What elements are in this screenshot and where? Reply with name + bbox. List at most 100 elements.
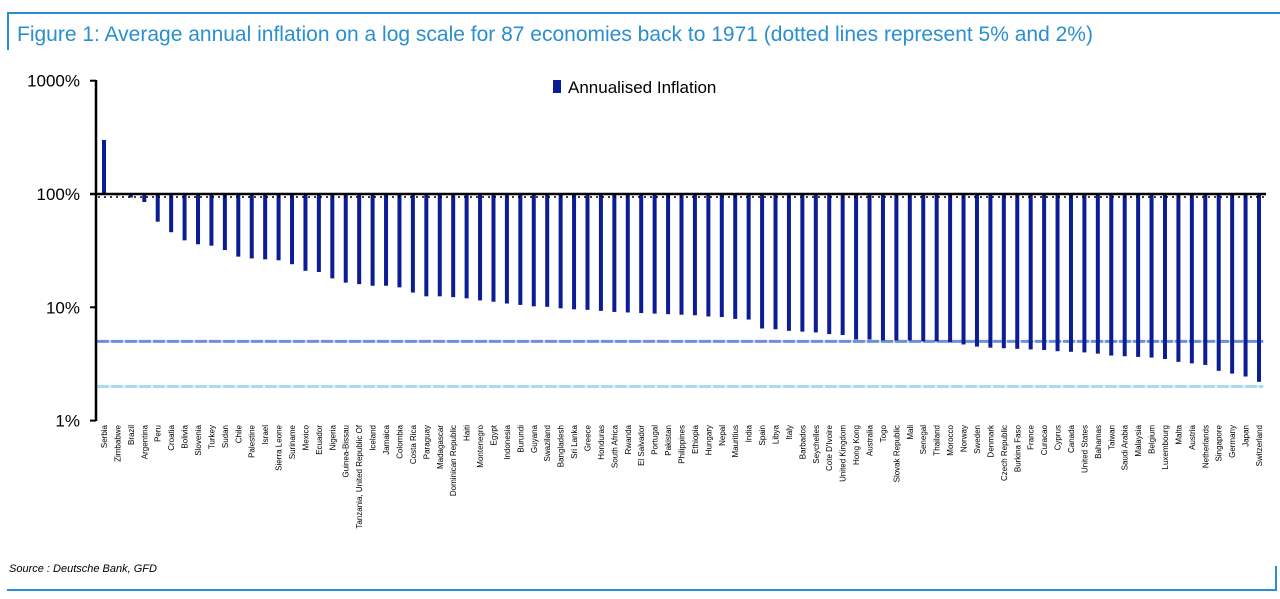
x-tick-label: Pakistan (664, 425, 673, 456)
x-tick-label: Saudi Arabia (1121, 424, 1130, 470)
bar (692, 194, 697, 316)
bar (531, 194, 536, 307)
bar (813, 194, 818, 333)
bar (410, 194, 415, 293)
bar (464, 194, 469, 299)
bar (706, 194, 711, 317)
bar (128, 194, 133, 198)
x-tick-label: Mauritius (731, 425, 740, 457)
y-tick-label: 10% (46, 298, 80, 317)
bar (773, 194, 778, 330)
bar (370, 194, 375, 286)
x-tick-label: Bangladesh (557, 425, 566, 467)
bar (1216, 194, 1221, 371)
x-tick-label: Rwanda (624, 424, 633, 454)
x-tick-label: Burundi (516, 425, 525, 453)
bar (1055, 194, 1060, 352)
bar (424, 194, 429, 297)
legend-label: Annualised Inflation (568, 78, 716, 97)
x-tick-label: Croatia (167, 424, 176, 450)
bar (1149, 194, 1154, 358)
x-tick-label: Slovenia (194, 424, 203, 455)
bar (169, 194, 174, 233)
x-tick-label: Suriname (288, 424, 297, 459)
y-tick-label: 1000% (27, 72, 80, 91)
bar (1176, 194, 1181, 362)
bar (1203, 194, 1208, 365)
bar (102, 139, 106, 194)
bar (612, 194, 617, 312)
bar (478, 194, 483, 301)
x-tick-label: El Salvador (637, 425, 646, 466)
bar (303, 194, 308, 271)
bar (1243, 194, 1248, 377)
x-tick-label: Haiti (463, 425, 472, 441)
x-tick-label: Slovak Republic (892, 425, 901, 482)
x-tick-label: Mexico (301, 424, 310, 450)
bar (249, 194, 254, 259)
bar (652, 194, 657, 314)
x-tick-label: Paraguay (422, 425, 431, 459)
x-tick-label: Portugal (651, 425, 660, 455)
x-tick-label: Chile (234, 424, 243, 443)
bar (209, 194, 214, 246)
x-tick-label: Morocco (946, 424, 955, 455)
x-tick-label: Cyprus (1054, 425, 1063, 450)
bar (1095, 194, 1100, 354)
x-tick-label: Dominican Republic (449, 425, 458, 496)
bar (451, 194, 456, 298)
bar (142, 194, 147, 202)
bar (155, 194, 160, 222)
bar (196, 194, 201, 245)
frame-left-border (7, 12, 9, 50)
x-tick-label: Libya (772, 424, 781, 444)
x-tick-label: Turkey (207, 425, 216, 449)
x-tick-label: Sri Lanka (570, 424, 579, 458)
bar (907, 194, 912, 341)
bar (290, 194, 295, 265)
x-tick-label: Israel (261, 425, 270, 445)
bar (988, 194, 993, 348)
x-tick-label: Norway (960, 425, 969, 452)
bar (1028, 194, 1033, 350)
frame-right-border (1275, 566, 1277, 591)
x-tick-label: Palestine (248, 424, 257, 457)
bar (827, 194, 832, 335)
x-tick-label: Hungary (704, 425, 713, 455)
x-tick-label: Indonesia (503, 424, 512, 459)
x-tick-label: Bahamas (1094, 425, 1103, 459)
x-tick-label: Madagascar (436, 425, 445, 469)
legend-swatch (553, 80, 561, 93)
bar (316, 194, 321, 272)
figure-title: Figure 1: Average annual inflation on a … (17, 23, 1093, 46)
x-tick-label: Ecuador (315, 425, 324, 455)
bar (961, 194, 966, 345)
bar (800, 194, 805, 332)
x-tick-label: Czech Republic (1000, 425, 1009, 481)
x-tick-label: Canada (1067, 424, 1076, 453)
x-tick-label: Malaysia (1134, 424, 1143, 456)
x-tick-label: Sierra Leone (275, 424, 284, 470)
x-tick-label: Honduras (597, 425, 606, 460)
x-tick-label: Nigeria (328, 424, 337, 450)
y-tick-label: 1% (55, 412, 80, 431)
x-tick-label: Guinea-Bissau (342, 425, 351, 477)
x-tick-label: Spain (758, 425, 767, 445)
x-tick-label: Denmark (986, 424, 995, 457)
x-tick-label: Curacao (1040, 424, 1049, 455)
y-tick-label: 100% (37, 185, 80, 204)
bar (1068, 194, 1073, 352)
x-tick-label: United Kingdom (839, 425, 848, 482)
x-tick-label: Australia (866, 424, 875, 456)
x-tick-label: Philippines (678, 425, 687, 464)
bar (491, 194, 496, 302)
bar (1001, 194, 1006, 349)
x-tick-label: United States (1080, 425, 1089, 473)
x-tick-label: Seychelles (812, 425, 821, 464)
x-tick-label: Sudan (221, 425, 230, 448)
x-tick-label: Netherlands (1201, 425, 1210, 468)
bar (1042, 194, 1047, 350)
bar (786, 194, 791, 331)
bar (437, 194, 442, 297)
